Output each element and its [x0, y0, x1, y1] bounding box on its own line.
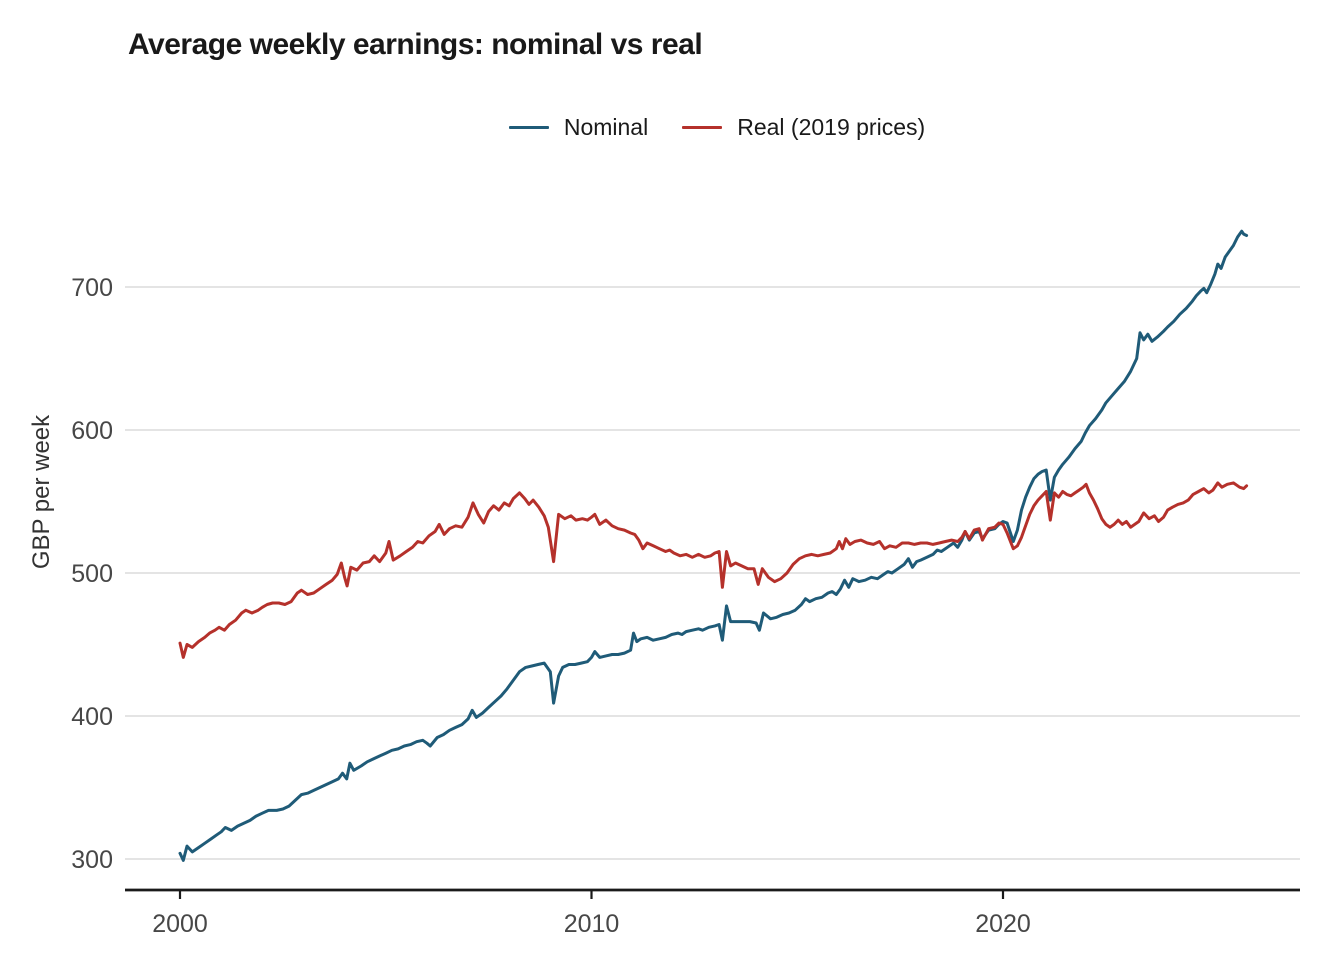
legend: Nominal Real (2019 prices)	[90, 114, 1344, 141]
y-tick-label: 300	[71, 846, 113, 874]
x-tick-label: 2010	[564, 910, 620, 938]
legend-item-nominal: Nominal	[508, 114, 649, 141]
y-axis-title: GBP per week	[28, 414, 55, 570]
real-line-swatch	[682, 126, 723, 129]
series-line-nominal	[178, 229, 1249, 862]
x-tick-label: 2000	[152, 910, 208, 938]
nominal-line-swatch	[508, 126, 549, 129]
legend-label-real: Real (2019 prices)	[737, 114, 926, 140]
x-tick-label: 2020	[975, 910, 1031, 938]
chart-title: Average weekly earnings: nominal vs real	[128, 28, 703, 61]
y-tick-label: 700	[71, 274, 113, 302]
legend-item-real: Real (2019 prices)	[682, 114, 925, 141]
series-line-real	[178, 481, 1249, 659]
legend-label-nominal: Nominal	[563, 114, 649, 140]
y-tick-label: 500	[71, 560, 113, 588]
y-tick-label: 400	[71, 703, 113, 731]
y-tick-label: 600	[71, 417, 113, 445]
